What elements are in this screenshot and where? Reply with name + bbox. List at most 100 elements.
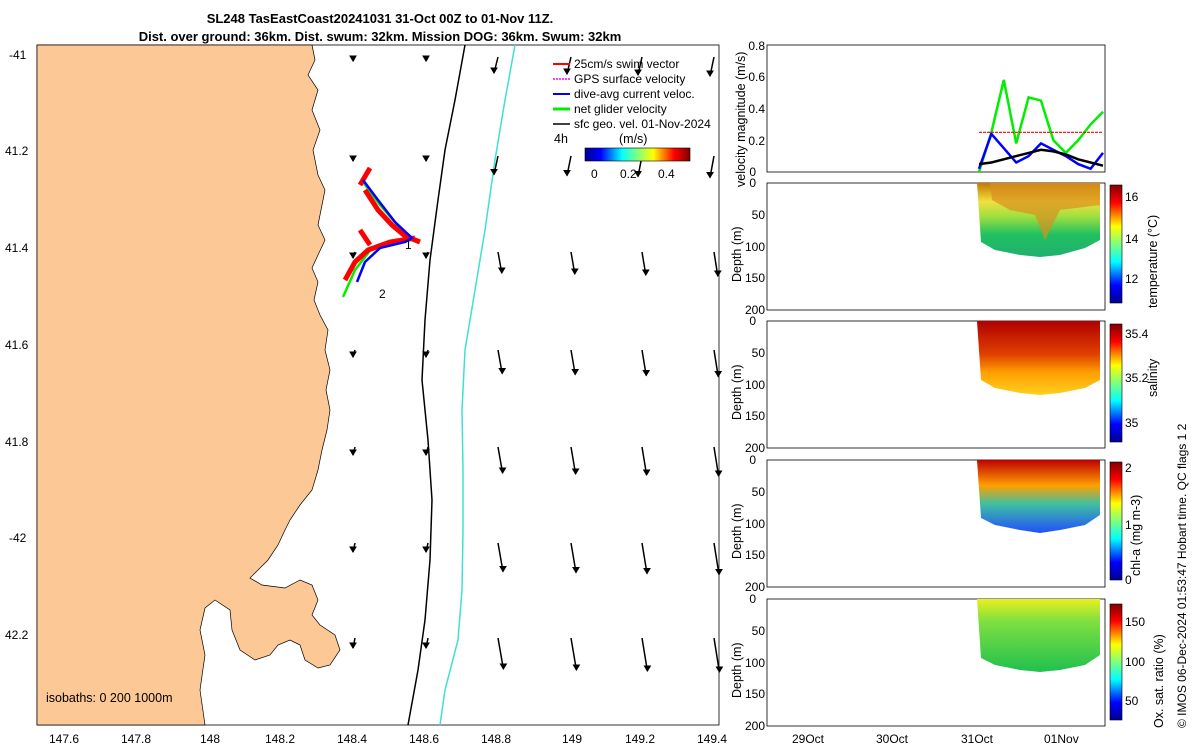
geo-velocity-arrowhead xyxy=(490,67,498,74)
depth-tick: 50 xyxy=(752,346,766,360)
velocity-ylabel: velocity magnitude (m/s) xyxy=(734,52,748,187)
depth-label: Depth (m) xyxy=(730,642,744,698)
isobaths-label: isobaths: 0 200 1000m xyxy=(46,691,172,705)
cbar-tick: 16 xyxy=(1125,190,1139,204)
geo-velocity-arrowhead xyxy=(706,172,714,179)
cbar-tick: 12 xyxy=(1125,272,1139,286)
legend-label: GPS surface velocity xyxy=(574,72,685,86)
legend-item-net: net glider velocity xyxy=(553,102,667,116)
salinity-section xyxy=(977,321,1100,395)
lat-tick-label: 41.8 xyxy=(5,435,29,449)
lon-tick-label: 148.4 xyxy=(337,732,367,746)
depth-tick: 100 xyxy=(745,656,765,670)
map-legend: 25cm/s swim vector GPS surface velocity … xyxy=(553,57,711,181)
depth-tick: 100 xyxy=(745,517,765,531)
geo-velocity-arrowhead xyxy=(713,270,722,277)
track-swim-vectors xyxy=(342,166,421,282)
temperature-colorbar xyxy=(1109,184,1123,304)
depth-tick: 150 xyxy=(745,687,765,701)
legend-item-gps: GPS surface velocity xyxy=(553,72,685,86)
depth-tick: 100 xyxy=(745,378,765,392)
geo-velocity-arrowhead xyxy=(349,449,357,456)
geo-velocity-arrowhead xyxy=(490,169,498,176)
isobath-1000m xyxy=(439,44,516,726)
vel-ytick: 0 xyxy=(749,165,756,179)
depth-tick: 0 xyxy=(749,592,756,606)
lat-tick-label: 41.4 xyxy=(5,241,29,255)
legend-item-swim: 25cm/s swim vector xyxy=(553,57,679,71)
geo-velocity-arrowhead xyxy=(634,171,642,178)
oxygen-section xyxy=(977,599,1100,672)
depth-tick: 150 xyxy=(745,548,765,562)
legend-interval: 4h xyxy=(554,132,568,146)
vel-ytick: 0.8 xyxy=(748,39,765,53)
geo-velocity-arrowhead xyxy=(642,469,651,476)
glider-track: 1 2 xyxy=(341,166,421,301)
oxygen-panel: 150 100 50 Ox. sat. ratio (%) xyxy=(766,598,1166,728)
time-tick: 30Oct xyxy=(876,732,909,746)
cbar-tick: 14 xyxy=(1125,232,1139,246)
cbar-tick: 35.2 xyxy=(1125,371,1149,385)
geo-velocity-arrowhead xyxy=(498,467,507,474)
depth-tick: 200 xyxy=(745,441,765,455)
depth-tick: 50 xyxy=(752,208,766,222)
geo-velocity-arrowhead xyxy=(349,252,357,259)
legend-label: net glider velocity xyxy=(574,102,667,116)
geo-velocity-arrowhead xyxy=(422,351,430,358)
time-tick: 01Nov xyxy=(1044,732,1079,746)
isobath-200m xyxy=(407,44,466,726)
geo-velocity-arrowhead xyxy=(497,267,506,274)
depth-tick: 200 xyxy=(745,580,765,594)
temperature-warm-intrusion xyxy=(990,183,1100,240)
lon-tick-label: 147.8 xyxy=(121,732,151,746)
geo-velocity-arrowhead xyxy=(499,566,507,573)
geo-velocity-arrowhead xyxy=(570,268,579,275)
cbar-tick: 150 xyxy=(1125,615,1145,629)
temperature-panel: 16 14 12 temperature (°C) xyxy=(766,182,1160,311)
geo-velocity-arrowhead xyxy=(422,642,430,649)
geo-velocity-arrowhead xyxy=(349,546,357,553)
depth-label: Depth (m) xyxy=(730,503,744,559)
geo-velocity-arrowhead xyxy=(715,666,724,673)
legend-label: sfc geo. vel. 01-Nov-2024 xyxy=(574,117,711,131)
cbar-tick: 1 xyxy=(1125,518,1132,532)
geo-velocity-arrowhead xyxy=(715,569,723,576)
geo-velocity-arrowhead xyxy=(714,470,723,477)
lat-tick-label: 41.6 xyxy=(5,338,29,352)
depth-tick: 50 xyxy=(752,624,766,638)
colorbar-tick: 0 xyxy=(591,167,598,181)
depth-tick: 0 xyxy=(749,176,756,190)
geo-velocity-arrowhead xyxy=(422,546,430,553)
vel-ytick: 0.4 xyxy=(748,102,765,116)
cbar-tick: 100 xyxy=(1125,655,1145,669)
lat-axis: -41 41.2 41.4 41.6 41.8 -42 42.2 xyxy=(5,48,29,642)
lon-axis: 147.6 147.8 148 148.2 148.4 148.6 148.8 … xyxy=(49,732,727,746)
velocity-series-line xyxy=(977,79,1104,173)
depth-tick: 200 xyxy=(745,719,765,733)
geo-velocity-arrowhead xyxy=(571,468,580,475)
geo-velocity-arrowhead xyxy=(422,155,430,162)
salinity-panel: 35.4 35.2 35 salinity xyxy=(766,320,1160,449)
time-tick: 29Oct xyxy=(792,732,825,746)
lon-tick-label: 149.4 xyxy=(697,732,727,746)
geo-velocity-arrowhead xyxy=(422,252,430,259)
colorbar-tick: 0.2 xyxy=(620,167,637,181)
cbar-tick: 0 xyxy=(1125,573,1132,587)
lat-tick-label: -41 xyxy=(9,48,27,62)
lon-tick-label: 148.2 xyxy=(265,732,295,746)
velocity-panel: 0 0.2 0.4 0.6 0.8 velocity magnitude (m/… xyxy=(734,39,1106,187)
geo-velocity-arrowhead xyxy=(349,55,357,62)
depth-tick: 0 xyxy=(749,453,756,467)
geo-velocity-arrowhead xyxy=(572,567,580,574)
cbar-tick: 35.4 xyxy=(1125,327,1149,341)
geo-velocity-arrowhead xyxy=(349,642,357,649)
depth-tick: 50 xyxy=(752,485,766,499)
map-panel: 1 2 -41 41.2 41.4 41.6 41.8 -42 42.2 147… xyxy=(5,44,727,746)
geo-velocity-arrow xyxy=(713,637,721,673)
geo-velocity-arrowhead xyxy=(643,568,651,575)
geo-velocity-arrowhead xyxy=(634,69,642,76)
geo-velocity-arrowhead xyxy=(563,68,571,75)
depth-tick: 0 xyxy=(749,314,756,328)
figure-title-line2: Dist. over ground: 36km. Dist. swum: 32k… xyxy=(138,29,622,44)
